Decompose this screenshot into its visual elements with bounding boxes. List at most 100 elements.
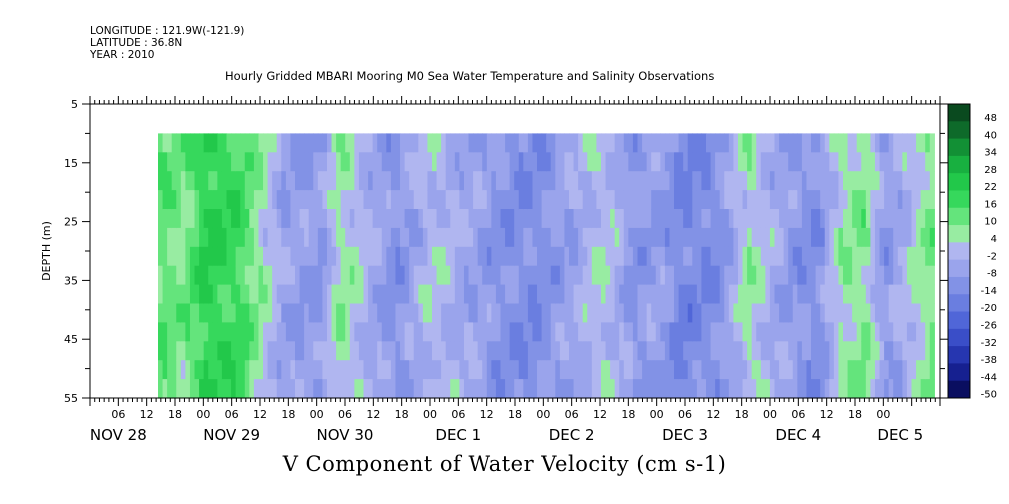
heatmap-cell (285, 379, 292, 399)
heatmap-cell (331, 303, 337, 323)
heatmap-cell (870, 265, 876, 286)
heatmap-cell (865, 341, 871, 361)
heatmap-cell (902, 246, 908, 267)
heatmap-cell (792, 379, 798, 399)
x-hour-tick-label: 12 (140, 408, 154, 421)
heatmap-cell (185, 227, 191, 248)
heatmap-cell (413, 227, 419, 248)
heatmap-cell (925, 379, 931, 399)
heatmap-cell (797, 265, 803, 286)
heatmap-cell (578, 133, 584, 153)
heatmap-cell (596, 360, 602, 380)
heatmap-cell (258, 152, 264, 172)
heatmap-cell (340, 227, 346, 248)
heatmap-cell (272, 227, 278, 248)
heatmap-cell (386, 171, 392, 191)
heatmap-cell (322, 379, 328, 399)
heatmap-cell (427, 265, 433, 286)
heatmap-cell (326, 152, 333, 172)
heatmap-cell (792, 341, 798, 361)
heatmap-cell (600, 133, 607, 153)
heatmap-cell (760, 341, 766, 361)
heatmap-cell (509, 133, 515, 153)
heatmap-cell (199, 265, 205, 286)
heatmap-cell (240, 190, 246, 210)
heatmap-cell (582, 246, 588, 267)
heatmap-cell (336, 284, 342, 305)
heatmap-cell (281, 133, 287, 153)
heatmap-cell (550, 209, 556, 229)
heatmap-cell (217, 190, 223, 210)
heatmap-cell (600, 227, 607, 248)
heatmap-cell (189, 227, 196, 248)
heatmap-cell (546, 209, 552, 229)
heatmap-cell (833, 246, 840, 267)
heatmap-cell (454, 171, 460, 191)
heatmap-cell (290, 341, 296, 361)
heatmap-cell (514, 246, 520, 267)
heatmap-cell (486, 133, 492, 153)
heatmap-cell (811, 171, 817, 191)
heatmap-cell (783, 265, 789, 286)
heatmap-cell (176, 152, 182, 172)
heatmap-cell (637, 171, 643, 191)
heatmap-cell (582, 322, 588, 342)
heatmap-cell (582, 152, 588, 172)
heatmap-cell (893, 227, 899, 248)
heatmap-cell (445, 265, 451, 286)
heatmap-cell (231, 227, 237, 248)
heatmap-cell (600, 303, 607, 323)
heatmap-cell (710, 133, 716, 153)
heatmap-cell (272, 322, 278, 342)
heatmap-cell (486, 379, 492, 399)
heatmap-cell (340, 246, 346, 267)
heatmap-cell (769, 265, 776, 286)
heatmap-cell (308, 246, 314, 267)
heatmap-cell (578, 284, 584, 305)
heatmap-cell (253, 209, 260, 229)
heatmap-cell (742, 190, 748, 210)
heatmap-cell (632, 360, 639, 380)
heatmap-cell (454, 360, 460, 380)
heatmap-cell (400, 341, 406, 361)
heatmap-cell (349, 171, 355, 191)
heatmap-cell (737, 360, 744, 380)
heatmap-cell (258, 246, 264, 267)
heatmap-cell (870, 152, 876, 172)
heatmap-cell (463, 379, 470, 399)
heatmap-cell (664, 360, 671, 380)
heatmap-cell (929, 133, 935, 153)
heatmap-cell (253, 133, 260, 153)
heatmap-cell (304, 322, 310, 342)
heatmap-cell (495, 322, 502, 342)
heatmap-cell (400, 303, 406, 323)
heatmap-cell (518, 171, 524, 191)
heatmap-cell (610, 303, 616, 323)
heatmap-cell (833, 360, 840, 380)
heatmap-cell (450, 379, 456, 399)
heatmap-cell (619, 171, 625, 191)
heatmap-cell (683, 190, 689, 210)
heatmap-cell (473, 265, 479, 286)
colorbar-swatch (948, 294, 970, 313)
heatmap-cell (829, 171, 835, 191)
heatmap-cell (664, 379, 671, 399)
heatmap-cell (482, 360, 488, 380)
heatmap-cell (651, 133, 657, 153)
heatmap-cell (377, 360, 383, 380)
heatmap-cell (569, 227, 575, 248)
heatmap-cell (792, 284, 798, 305)
heatmap-cell (838, 284, 844, 305)
heatmap-cell (605, 322, 611, 342)
heatmap-cell (646, 322, 652, 342)
heatmap-cell (623, 379, 629, 399)
heatmap-cell (651, 303, 657, 323)
heatmap-cell (212, 360, 218, 380)
x-day-label: DEC 4 (775, 426, 821, 444)
heatmap-cell (573, 152, 579, 172)
heatmap-cell (856, 246, 862, 267)
heatmap-cell (600, 341, 607, 361)
heatmap-cell (578, 171, 584, 191)
heatmap-cell (404, 284, 410, 305)
heatmap-cell (221, 341, 228, 361)
